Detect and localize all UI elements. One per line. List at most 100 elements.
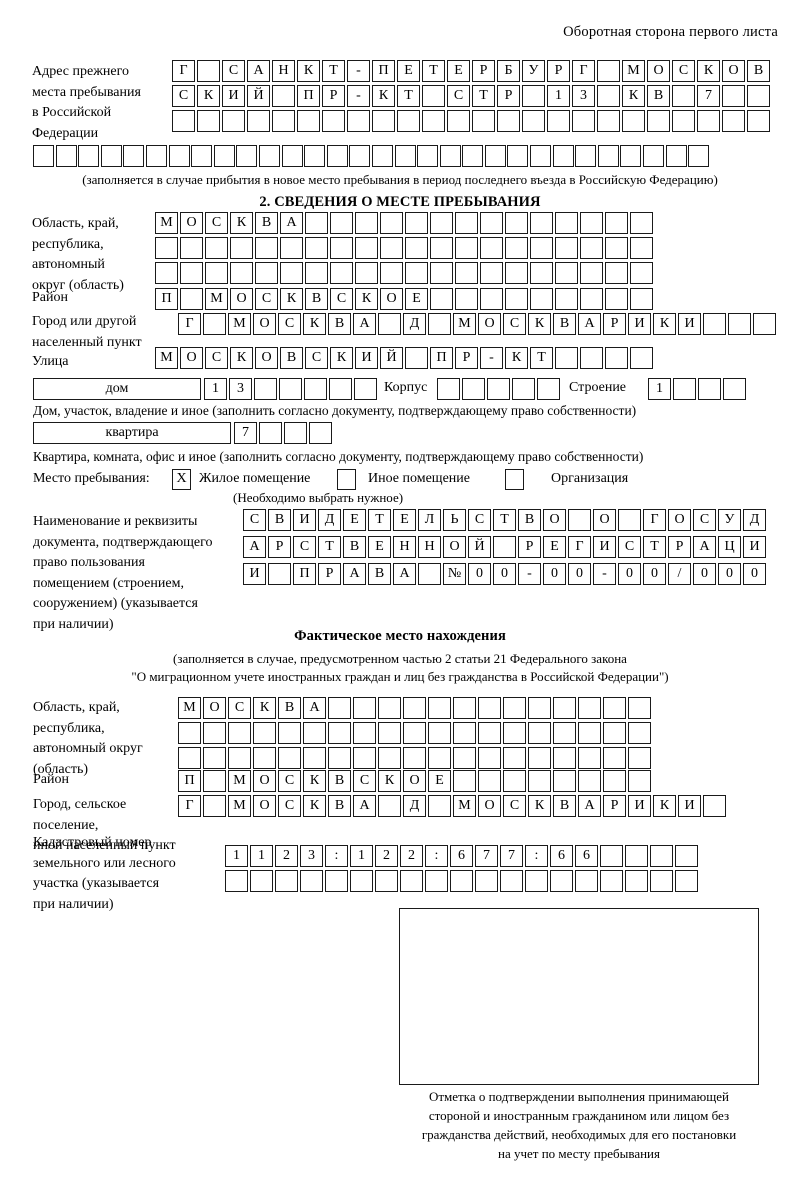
region-cell-0[interactable]: М: [155, 212, 178, 234]
prev-address-cell-0[interactable]: [172, 110, 195, 132]
actual-region-cell-2[interactable]: [228, 722, 251, 744]
prev-address-cell-23[interactable]: [552, 145, 574, 167]
document-cell-8[interactable]: Ь: [443, 509, 466, 531]
prev-address-cell-1[interactable]: [197, 110, 220, 132]
street-cell-7[interactable]: К: [330, 347, 353, 369]
region-cell-1[interactable]: О: [180, 212, 203, 234]
prev-address-cell-7[interactable]: [191, 145, 213, 167]
actual-region-cell-10[interactable]: [428, 697, 451, 719]
document-cell-9[interactable]: 0: [468, 563, 491, 585]
actual-region-cell-3[interactable]: [253, 722, 276, 744]
region-cell-14[interactable]: [505, 237, 528, 259]
region-cell-9[interactable]: [380, 237, 403, 259]
prev-address-cell-15[interactable]: Р: [547, 60, 570, 82]
prev-address-cell-16[interactable]: [572, 110, 595, 132]
cadastral-cell-9[interactable]: [450, 870, 473, 892]
document-cell-12[interactable]: 0: [543, 563, 566, 585]
city-cell-0[interactable]: Г: [178, 313, 201, 335]
cadastral-cell-0[interactable]: 1: [225, 845, 248, 867]
region-cell-9[interactable]: [380, 212, 403, 234]
street-cell-5[interactable]: В: [280, 347, 303, 369]
document-cell-15[interactable]: 0: [618, 563, 641, 585]
city-cell-12[interactable]: О: [478, 313, 501, 335]
document-cell-11[interactable]: В: [518, 509, 541, 531]
actual-region-cell-5[interactable]: [303, 747, 326, 769]
prev-address-cell-3[interactable]: Й: [247, 85, 270, 107]
street-cell-6[interactable]: С: [305, 347, 328, 369]
actual-city-cell-1[interactable]: [203, 795, 226, 817]
cadastral-cell-9[interactable]: 6: [450, 845, 473, 867]
actual-district-cell-0[interactable]: П: [178, 770, 201, 792]
actual-city-cell-0[interactable]: Г: [178, 795, 201, 817]
actual-region-cell-8[interactable]: [378, 722, 401, 744]
prev-address-cell-5[interactable]: П: [297, 85, 320, 107]
city-cell-13[interactable]: С: [503, 313, 526, 335]
actual-city-cell-7[interactable]: А: [353, 795, 376, 817]
region-cell-12[interactable]: [455, 212, 478, 234]
district-cell-19[interactable]: [630, 288, 653, 310]
document-cell-19[interactable]: У: [718, 509, 741, 531]
prev-address-cell-18[interactable]: К: [622, 85, 645, 107]
actual-region-cell-14[interactable]: [528, 747, 551, 769]
prev-address-cell-18[interactable]: [439, 145, 461, 167]
cadastral-cell-15[interactable]: [600, 845, 623, 867]
actual-region-cell-14[interactable]: [528, 722, 551, 744]
actual-region-cell-8[interactable]: [378, 747, 401, 769]
region-cell-7[interactable]: [330, 212, 353, 234]
region-cell-8[interactable]: [355, 212, 378, 234]
actual-region-cell-9[interactable]: [403, 747, 426, 769]
region-cell-15[interactable]: [530, 237, 553, 259]
actual-city-cell-3[interactable]: О: [253, 795, 276, 817]
prev-address-cell-17[interactable]: [597, 60, 620, 82]
prev-address-cell-8[interactable]: [213, 145, 235, 167]
actual-region-cell-13[interactable]: [503, 747, 526, 769]
cadastral-cell-12[interactable]: :: [525, 845, 548, 867]
prev-address-cell-21[interactable]: К: [697, 60, 720, 82]
street-cell-11[interactable]: П: [430, 347, 453, 369]
document-cell-3[interactable]: Д: [318, 509, 341, 531]
region-cell-2[interactable]: С: [205, 212, 228, 234]
actual-region-cell-6[interactable]: [328, 697, 351, 719]
region-cell-7[interactable]: [330, 262, 353, 284]
region-cell-4[interactable]: В: [255, 212, 278, 234]
document-cell-18[interactable]: 0: [693, 563, 716, 585]
prev-address-cell-4[interactable]: [272, 85, 295, 107]
actual-region-cell-11[interactable]: [453, 697, 476, 719]
flat-cells[interactable]: 7: [234, 422, 334, 444]
cadastral-cell-2[interactable]: [275, 870, 298, 892]
street-cell-16[interactable]: [555, 347, 578, 369]
cadastral-cell-0[interactable]: [225, 870, 248, 892]
prev-address-cell-10[interactable]: [422, 85, 445, 107]
cadastral-cell-17[interactable]: [650, 845, 673, 867]
actual-region-cell-17[interactable]: [603, 722, 626, 744]
prev-address-cell-1[interactable]: [55, 145, 77, 167]
district-cell-13[interactable]: [480, 288, 503, 310]
stroenie-cells[interactable]: 1: [648, 378, 748, 400]
cadastral-cell-16[interactable]: [625, 870, 648, 892]
house-cell-0[interactable]: 1: [204, 378, 227, 400]
document-cell-10[interactable]: 0: [493, 563, 516, 585]
prev-address-cell-11[interactable]: С: [447, 85, 470, 107]
region-cell-11[interactable]: [430, 262, 453, 284]
document-cell-20[interactable]: И: [743, 536, 766, 558]
prev-address-cell-20[interactable]: [672, 85, 695, 107]
stay-option-other-checkbox[interactable]: [337, 469, 356, 490]
actual-region-cell-1[interactable]: [203, 722, 226, 744]
actual-region-cell-7[interactable]: [353, 747, 376, 769]
prev-address-cell-15[interactable]: 1: [547, 85, 570, 107]
region-cell-19[interactable]: [630, 262, 653, 284]
document-cell-5[interactable]: В: [368, 563, 391, 585]
prev-address-cell-10[interactable]: [258, 145, 280, 167]
street-cell-19[interactable]: [630, 347, 653, 369]
region-cell-12[interactable]: [455, 262, 478, 284]
cadastral-cell-2[interactable]: 2: [275, 845, 298, 867]
actual-region-cell-0[interactable]: [178, 747, 201, 769]
house-cell-4[interactable]: [304, 378, 327, 400]
document-cell-9[interactable]: Й: [468, 536, 491, 558]
actual-region-cell-0[interactable]: М: [178, 697, 201, 719]
region-cell-10[interactable]: [405, 237, 428, 259]
actual-district-cell-14[interactable]: [528, 770, 551, 792]
region-cell-0[interactable]: [155, 262, 178, 284]
document-cell-18[interactable]: С: [693, 509, 716, 531]
